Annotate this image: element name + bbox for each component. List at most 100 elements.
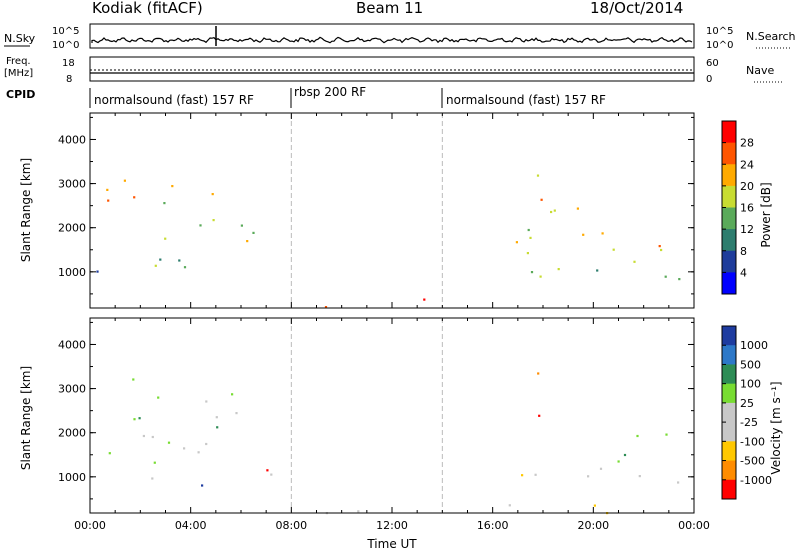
freq-label-2: [MHz] <box>4 68 33 79</box>
x-tick-label: 12:00 <box>376 519 408 532</box>
freq-tick-high: 18 <box>62 58 75 69</box>
echo-cell <box>167 441 171 444</box>
colorbar-swatch <box>722 364 736 385</box>
echo-cell <box>508 504 511 507</box>
echo-cell <box>678 278 681 281</box>
echo-cell <box>677 481 680 484</box>
echo-cell <box>151 435 154 439</box>
echo-cell <box>270 473 273 476</box>
echo-cell <box>231 393 234 396</box>
x-tick-label: 20:00 <box>577 519 609 532</box>
colorbar-tick-label: 8 <box>740 245 747 258</box>
colorbar-swatch <box>722 422 736 442</box>
echo-cell <box>617 460 620 463</box>
power-panel: 1000 2000 3000 4000 28 24 20 16 12 8 4 Slant Rang… <box>19 112 773 309</box>
echo-cell <box>138 417 141 420</box>
echo-cell <box>537 372 540 375</box>
echo-cell <box>171 185 174 188</box>
y-tick-label: 2000 <box>58 222 86 235</box>
colorbar-tick-label: 500 <box>740 358 761 371</box>
echo-cell <box>151 477 154 480</box>
echo-cell <box>576 207 579 210</box>
echo-cell <box>521 474 524 477</box>
echo-cell <box>211 193 214 196</box>
echo-cell <box>636 434 639 438</box>
y-tick-label: 4000 <box>58 133 86 146</box>
y-tick-label: 3000 <box>58 383 86 396</box>
echo-cell <box>107 199 110 202</box>
date-title: 18/Oct/2014 <box>590 0 684 17</box>
nsearch-tick-high: 10^5 <box>706 26 733 37</box>
y-tick-label: 1000 <box>58 471 86 484</box>
colorbar-swatch <box>722 402 736 423</box>
colorbar-tick-label: -100 <box>740 435 765 448</box>
x-axis-label: Time UT <box>366 537 417 551</box>
colorbar-tick-label: 24 <box>740 158 754 171</box>
colorbar-tick-label: 4 <box>740 266 747 279</box>
nave-tick-high: 60 <box>706 58 719 69</box>
x-tick-label: 04:00 <box>175 519 207 532</box>
echo-cell <box>215 416 218 419</box>
echo-cell <box>246 240 249 243</box>
echo-cell <box>157 396 160 399</box>
x-tick-label: 00:00 <box>678 519 710 532</box>
echo-cell <box>235 412 238 415</box>
colorbar-swatch <box>722 326 736 346</box>
freq-panel: Freq. [MHz] 18 8 60 0 Nave <box>4 56 784 85</box>
echo-cell <box>240 224 243 227</box>
echo-cell <box>423 298 426 301</box>
nsky-label: N.Sky <box>4 32 36 45</box>
colorbar-tick-label: 12 <box>740 223 754 236</box>
colorbar-tick-label: 25 <box>740 397 754 410</box>
echo-cell <box>266 469 269 472</box>
freq-label-1: Freq. <box>6 56 31 67</box>
colorbar-tick-label: -500 <box>740 455 765 468</box>
velocity-panel: 1000 2000 3000 4000 1000 500 100 25 -25 -100 -500… <box>19 317 783 515</box>
nsky-line <box>91 36 693 44</box>
y-tick-label: 3000 <box>58 178 86 191</box>
x-tick-label: 08:00 <box>275 519 307 532</box>
cpid-panel: CPID normalsound (fast) 157 RF rbsp 200 … <box>6 85 606 108</box>
echo-cell <box>133 418 136 421</box>
echo-cell <box>557 268 560 271</box>
echo-cell <box>153 461 156 464</box>
echo-cell <box>164 237 167 240</box>
colorbar-swatch <box>722 345 736 365</box>
cpid-segment-2: rbsp 200 RF <box>294 85 366 99</box>
echo-cell <box>132 378 135 381</box>
colorbar-swatch <box>722 272 736 295</box>
y-tick-label: 4000 <box>58 338 86 351</box>
echo-cell <box>527 228 530 232</box>
echo-cell <box>142 434 145 438</box>
nsky-tick-high: 10^5 <box>52 26 79 37</box>
echo-cell <box>106 188 109 191</box>
echo-cell <box>183 447 186 450</box>
colorbar-tick-label: 20 <box>740 180 754 193</box>
colorbar-swatch <box>722 207 736 230</box>
colorbar-tick-label: -25 <box>740 416 758 429</box>
echo-cell <box>197 451 200 454</box>
colorbar-swatch <box>722 441 736 462</box>
echo-cell <box>550 210 553 214</box>
echo-cell <box>324 306 328 309</box>
echo-cell <box>664 275 667 278</box>
nsearch-tick-low: 10^0 <box>706 40 733 51</box>
echo-cell <box>159 258 162 261</box>
echo-cell <box>530 271 534 274</box>
echo-cell <box>540 198 543 201</box>
echo-cell <box>633 260 636 263</box>
colorbar-swatch <box>722 383 736 404</box>
echo-cell <box>205 400 208 403</box>
echo-cell <box>658 245 661 248</box>
colorbar-swatch <box>722 479 736 500</box>
echo-cell <box>587 475 590 478</box>
velocity-y-axis-label: Slant Range [km] <box>19 366 33 470</box>
echo-cell <box>205 442 208 446</box>
echo-cell <box>593 504 596 507</box>
y-tick-label: 2000 <box>58 427 86 440</box>
echo-cell <box>183 266 187 269</box>
colorbar-tick-label: 1000 <box>740 339 768 352</box>
cpid-segment-1: normalsound (fast) 157 RF <box>94 93 254 107</box>
colorbar-tick-label: 100 <box>740 378 761 391</box>
nsearch-label: N.Search <box>746 30 796 43</box>
